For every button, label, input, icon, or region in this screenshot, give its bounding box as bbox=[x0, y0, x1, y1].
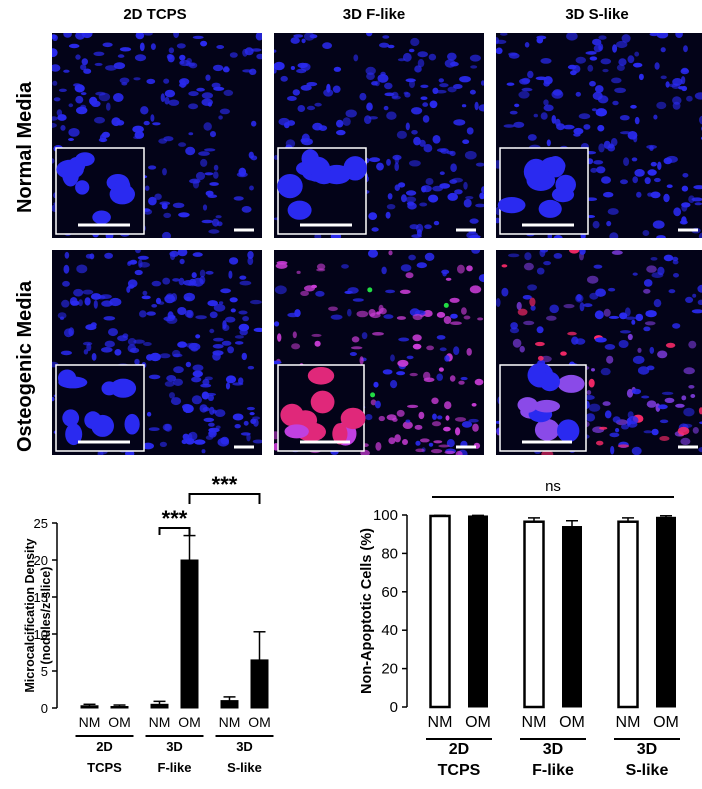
category-label: NM bbox=[616, 714, 641, 731]
y-tick-label: 20 bbox=[381, 661, 398, 678]
micrograph-texture bbox=[52, 33, 262, 238]
y-tick-label: 20 bbox=[34, 553, 48, 568]
group-label-line2: S-like bbox=[227, 760, 262, 775]
bar bbox=[468, 515, 488, 708]
category-label: OM bbox=[178, 714, 201, 730]
cell-nuclei bbox=[52, 33, 262, 238]
significance-label: *** bbox=[212, 472, 238, 497]
group-label-line1: 3D bbox=[637, 741, 657, 758]
column-title-3d-f-like: 3D F-like bbox=[342, 6, 406, 23]
microcalcification-density-chart: 0 5 10 15 20 25 Microcalcification Density (nod… bbox=[23, 472, 274, 775]
bar bbox=[220, 700, 239, 709]
category-label: OM bbox=[248, 714, 271, 730]
category-label: OM bbox=[653, 714, 679, 731]
y-tick-label: 80 bbox=[381, 545, 398, 562]
bar bbox=[250, 659, 269, 709]
y-axis-label: Microcalcification Density bbox=[23, 538, 37, 692]
non-apoptotic-cells-chart: 0 20 40 60 80 100 Non-Apoptotic Cells (%) NM OM N… bbox=[359, 478, 680, 779]
bar bbox=[523, 520, 545, 709]
bar bbox=[562, 526, 582, 708]
category-label: NM bbox=[428, 714, 453, 731]
column-title-2d-tcps: 2D TCPS bbox=[123, 6, 187, 23]
row-title-normal-media: Normal Media bbox=[14, 81, 36, 213]
significance-label: ns bbox=[545, 478, 561, 495]
bar bbox=[150, 703, 169, 709]
y-tick-label: 0 bbox=[41, 701, 48, 716]
group-label-line1: 3D bbox=[543, 741, 563, 758]
micrograph-3d-s-like-normal bbox=[496, 33, 702, 238]
zoom-inset bbox=[499, 362, 587, 452]
group-label-line1: 2D bbox=[449, 741, 469, 758]
bar bbox=[617, 520, 639, 709]
micrograph-texture bbox=[274, 33, 484, 238]
group-label-line2: F-like bbox=[532, 762, 574, 779]
zoom-inset bbox=[277, 364, 366, 452]
category-label: OM bbox=[559, 714, 585, 731]
micrograph-texture bbox=[496, 33, 702, 238]
y-tick-label: 0 bbox=[390, 699, 398, 716]
zoom-inset bbox=[497, 147, 589, 235]
y-axis-label: (nodules/z-slice) bbox=[39, 567, 53, 665]
micrograph-texture bbox=[496, 250, 702, 455]
y-tick-label: 5 bbox=[41, 664, 48, 679]
y-tick-label: 60 bbox=[381, 584, 398, 601]
micrograph-texture bbox=[274, 250, 484, 455]
group-label-line2: TCPS bbox=[87, 760, 122, 775]
zoom-inset bbox=[55, 147, 145, 235]
column-title-3d-s-like: 3D S-like bbox=[565, 6, 629, 23]
significance-label: *** bbox=[162, 506, 188, 531]
y-tick-label: 100 bbox=[373, 507, 398, 524]
category-label: OM bbox=[465, 714, 491, 731]
y-tick-label: 25 bbox=[34, 516, 48, 531]
category-label: NM bbox=[149, 714, 171, 730]
group-label-line2: TCPS bbox=[438, 762, 481, 779]
category-label: NM bbox=[79, 714, 101, 730]
y-tick-label: 40 bbox=[381, 622, 398, 639]
cell-nuclei bbox=[52, 250, 262, 455]
row-title-osteogenic-media: Osteogenic Media bbox=[14, 280, 36, 452]
micrograph-3d-f-like-normal bbox=[274, 33, 484, 238]
category-label: NM bbox=[522, 714, 547, 731]
zoom-inset bbox=[277, 147, 367, 235]
bar bbox=[80, 705, 99, 709]
bar bbox=[656, 516, 676, 708]
category-label: NM bbox=[219, 714, 241, 730]
y-tick-label: 15 bbox=[34, 590, 48, 605]
zoom-inset bbox=[55, 364, 145, 452]
category-label: OM bbox=[108, 714, 131, 730]
micrograph-2d-tcps-normal bbox=[52, 33, 262, 238]
y-tick-label: 10 bbox=[34, 627, 48, 642]
group-label-line2: F-like bbox=[158, 760, 192, 775]
micrograph-3d-f-like-osteogenic bbox=[274, 250, 484, 455]
significance-bracket: *** bbox=[188, 472, 261, 504]
micrograph-2d-tcps-osteogenic bbox=[52, 250, 262, 455]
y-axis-label: Non-Apoptotic Cells (%) bbox=[359, 528, 375, 694]
group-label-line1: 2D bbox=[96, 739, 113, 754]
micrograph-3d-s-like-osteogenic bbox=[496, 250, 702, 455]
group-label-line1: 3D bbox=[166, 739, 183, 754]
bar bbox=[110, 706, 129, 709]
group-label-line2: S-like bbox=[626, 762, 669, 779]
micrograph-texture bbox=[52, 250, 262, 455]
group-label-line1: 3D bbox=[236, 739, 253, 754]
bar bbox=[180, 559, 199, 709]
significance-bracket: ns bbox=[432, 478, 674, 498]
significance-bracket: *** bbox=[158, 506, 191, 535]
bar bbox=[429, 514, 451, 709]
